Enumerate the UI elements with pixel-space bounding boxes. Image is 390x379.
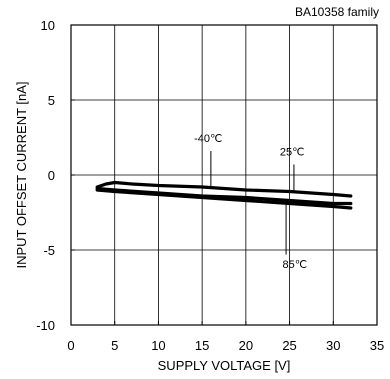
grid-lines	[71, 25, 377, 325]
series-line	[95, 188, 353, 210]
chart-title: BA10358 family	[295, 5, 379, 19]
ticks-group: 0 5 10 15 20 25 30 35 10 5 0 -5 -10	[36, 18, 384, 353]
y-tick-label: 0	[48, 168, 55, 183]
y-tick-label: 10	[41, 18, 55, 33]
y-tick-label: 5	[48, 93, 55, 108]
x-tick-label: 10	[151, 338, 165, 353]
series-line	[95, 180, 353, 198]
x-tick-label: 20	[239, 338, 253, 353]
series-annotation: 85℃	[283, 259, 308, 271]
x-tick-label: 25	[282, 338, 296, 353]
annotations-group: -40℃ 25℃ 85℃	[194, 133, 307, 271]
plot-frame	[70, 24, 378, 326]
series-annotation: 25℃	[280, 147, 305, 159]
y-axis-label: INPUT OFFSET CURRENT [nA]	[14, 81, 29, 268]
series-line	[95, 186, 353, 206]
y-tick-label: -10	[36, 318, 55, 333]
x-tick-label: 35	[370, 338, 384, 353]
series-group	[95, 180, 353, 210]
x-tick-label: 30	[326, 338, 340, 353]
x-tick-label: 15	[195, 338, 209, 353]
y-tick-label: -5	[43, 243, 55, 258]
x-tick-label: 5	[111, 338, 118, 353]
series-annotation: -40℃	[194, 133, 222, 145]
x-axis-label: SUPPLY VOLTAGE [V]	[158, 358, 291, 373]
x-tick-label: 0	[67, 338, 74, 353]
